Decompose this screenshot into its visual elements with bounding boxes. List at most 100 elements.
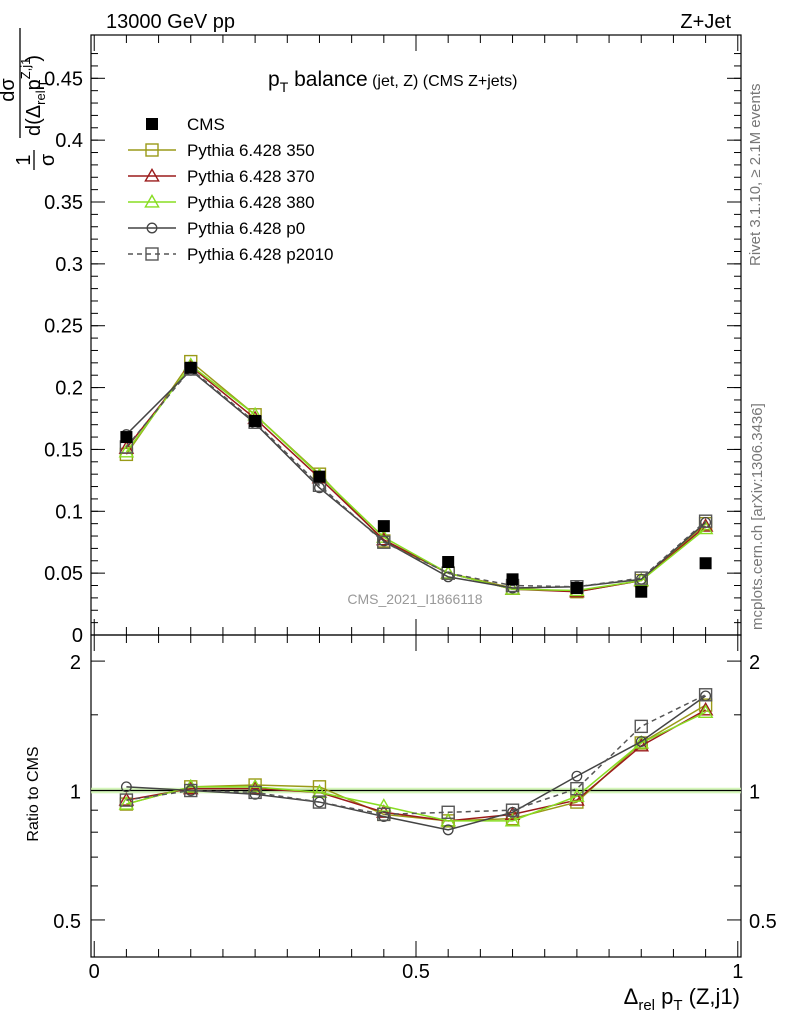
data-point-cms bbox=[506, 573, 519, 586]
ylabel-den-rel: rel bbox=[33, 90, 48, 105]
ratio-point-pythia-6-428-p0 bbox=[635, 736, 647, 747]
ylabel-den: d(ΔrelpZ,j1T) bbox=[18, 55, 51, 136]
ylabel-num: dσ bbox=[0, 78, 19, 102]
ylabel-one: 1 bbox=[13, 154, 35, 165]
ratio-point-pythia-6-428-380 bbox=[118, 796, 135, 810]
ratio-point-pythia-6-428-p0 bbox=[507, 806, 518, 818]
ratio-point-pythia-6-428-p0 bbox=[571, 770, 583, 782]
data-point-cms bbox=[249, 414, 262, 427]
ratio-tick-label: 2 bbox=[70, 652, 81, 674]
main-axis-ticks: 0 0.05 0.1 0.15 0.2 0.25 0.3 0.35 0.4 0.45 bbox=[44, 53, 741, 647]
data-point-cms bbox=[313, 470, 326, 483]
data-point-cms bbox=[120, 431, 133, 444]
header-energy: 13000 GeV pp bbox=[106, 11, 235, 33]
series-point-pythia-6-428-p2010 bbox=[698, 514, 713, 528]
ratio-point-pythia-6-428-380 bbox=[182, 778, 199, 793]
main-series-layer bbox=[118, 354, 714, 599]
ratio-tick-label: 1 bbox=[70, 782, 81, 804]
ratio-line-pythia-6-428-p0 bbox=[126, 695, 707, 831]
ylabel-den-sub: T bbox=[36, 80, 51, 88]
ratio-y-axis-label: Ratio to CMS bbox=[25, 746, 42, 841]
legend-label-cms: CMS bbox=[187, 115, 225, 134]
legend-marker-pythia-6-428-p0 bbox=[146, 222, 158, 234]
title-detail: (jet, Z) (CMS Z+jets) bbox=[368, 73, 518, 90]
series-point-pythia-6-428-p2010 bbox=[377, 535, 391, 549]
ratio-point-pythia-6-428-p0 bbox=[442, 824, 454, 836]
ratio-point-pythia-6-428-p2010 bbox=[505, 803, 520, 817]
legend-marker-pythia-6-428-380 bbox=[144, 193, 160, 208]
legend: CMS Pythia 6.428 350 Pythia 6.428 370 Pythi… bbox=[128, 115, 334, 264]
legend-label-pythia-6-428-370: Pythia 6.428 370 bbox=[187, 167, 315, 186]
y-tick-label: 0.1 bbox=[55, 501, 83, 523]
series-line-pythia-6-428-p2010 bbox=[125, 367, 707, 588]
ratio-point-pythia-6-428-380 bbox=[633, 734, 650, 749]
ratio-point-pythia-6-428-380 bbox=[440, 812, 456, 827]
title-p-sub: T bbox=[280, 79, 289, 95]
series-point-pythia-6-428-350 bbox=[119, 447, 134, 462]
y-tick-label: 0.15 bbox=[44, 439, 83, 461]
x-axis-ticks: 0 0.5 1 bbox=[89, 35, 743, 983]
data-point-cms bbox=[442, 556, 455, 569]
y-tick-label: 0.35 bbox=[44, 192, 83, 214]
ratio-tick-label-right: 2 bbox=[749, 652, 760, 674]
ratio-line-pythia-6-428-370 bbox=[126, 709, 706, 822]
ratio-axis-ticks: 0.5 0.5 1 1 2 2 bbox=[53, 652, 777, 933]
x-tick-label: 0.5 bbox=[402, 961, 430, 983]
legend-marker-pythia-6-428-370 bbox=[144, 167, 160, 182]
data-point-cms bbox=[635, 585, 648, 598]
y-tick-label: 0.25 bbox=[44, 316, 83, 338]
y-tick-label: 0.45 bbox=[44, 68, 83, 90]
legend-label-pythia-6-428-p0: Pythia 6.428 p0 bbox=[187, 219, 305, 238]
ratio-point-pythia-6-428-370 bbox=[569, 792, 585, 806]
ratio-point-pythia-6-428-380 bbox=[376, 798, 392, 812]
legend-marker-cms bbox=[146, 118, 158, 130]
ratio-point-pythia-6-428-380 bbox=[504, 812, 521, 827]
ylabel-den-sup: Z,j1 bbox=[18, 58, 33, 80]
ratio-point-pythia-6-428-p2010 bbox=[634, 719, 648, 734]
rivet-label: Rivet 3.1.10, ≥ 2.1M events bbox=[747, 84, 764, 267]
data-point-cms bbox=[699, 557, 712, 570]
ratio-point-pythia-6-428-p2010 bbox=[119, 793, 134, 807]
ratio-tick-label-right: 0.5 bbox=[749, 911, 777, 933]
ratio-point-pythia-6-428-p2010 bbox=[441, 805, 455, 819]
ratio-point-pythia-6-428-350 bbox=[698, 698, 713, 712]
ratio-point-pythia-6-428-p2010 bbox=[312, 795, 327, 809]
ratio-tick-label-right: 1 bbox=[749, 782, 760, 804]
ratio-point-pythia-6-428-p2010 bbox=[570, 781, 584, 796]
legend-label-pythia-6-428-p2010: Pythia 6.428 p2010 bbox=[187, 245, 334, 264]
ylabel-sigma: σ bbox=[37, 153, 59, 166]
ratio-point-pythia-6-428-370 bbox=[697, 701, 714, 716]
x-tick-label: 0 bbox=[89, 961, 100, 983]
ratio-point-pythia-6-428-p0 bbox=[120, 781, 132, 793]
ratio-point-pythia-6-428-p2010 bbox=[248, 785, 262, 800]
xlabel-delta: Δ bbox=[624, 984, 639, 1009]
x-axis-label: Δrel pT (Z,j1) bbox=[624, 984, 740, 1014]
ylabel-den-close: ) bbox=[23, 55, 45, 62]
ratio-point-pythia-6-428-p2010 bbox=[184, 783, 198, 798]
series-point-pythia-6-428-380 bbox=[118, 443, 135, 458]
series-point-pythia-6-428-p0 bbox=[442, 571, 454, 583]
ratio-point-pythia-6-428-p2010 bbox=[377, 807, 391, 822]
ylabel-den-d: d(Δ bbox=[23, 105, 45, 136]
series-line-pythia-6-428-380 bbox=[125, 364, 707, 592]
ratio-line-pythia-6-428-350 bbox=[126, 704, 706, 822]
ratio-point-pythia-6-428-p2010 bbox=[698, 688, 713, 702]
ratio-line-pythia-6-428-380 bbox=[126, 711, 706, 822]
main-y-axis-label: 1 σ dσ d(ΔrelpZ,j1T) bbox=[0, 28, 59, 170]
xlabel-t: T bbox=[673, 997, 682, 1014]
y-tick-label: 0.3 bbox=[55, 254, 83, 276]
ylabel-prefactor: 1 bbox=[13, 154, 35, 165]
ratio-point-pythia-6-428-380 bbox=[569, 788, 585, 802]
ratio-tick-label: 0.5 bbox=[53, 911, 81, 933]
y-tick-label: 0.2 bbox=[55, 378, 83, 400]
y-tick-label: 0 bbox=[72, 625, 83, 647]
legend-label-pythia-6-428-350: Pythia 6.428 350 bbox=[187, 141, 315, 160]
plot-title: pT balance (jet, Z) (CMS Z+jets) bbox=[268, 68, 517, 95]
y-tick-label: 0.05 bbox=[44, 563, 83, 585]
xlabel-p: p bbox=[655, 984, 673, 1009]
ratio-point-pythia-6-428-380 bbox=[697, 704, 714, 718]
xlabel-rest: (Z,j1) bbox=[683, 984, 740, 1009]
series-point-pythia-6-428-p2010 bbox=[634, 571, 648, 585]
data-point-cms bbox=[570, 581, 583, 594]
